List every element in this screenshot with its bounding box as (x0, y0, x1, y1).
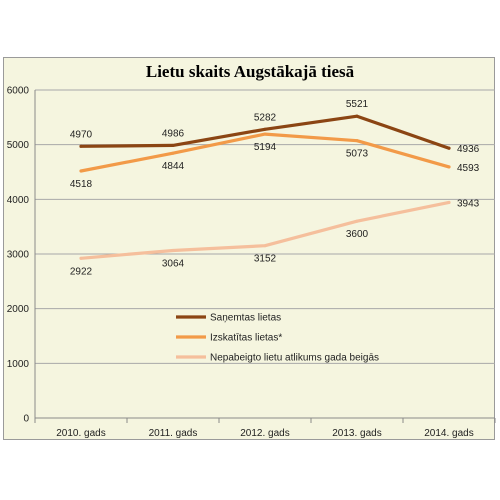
series-3-point (263, 244, 267, 248)
legend-label: Nepabeigto lietu atlikums gada beigās (210, 353, 379, 364)
y-tick-label: 6000 (7, 86, 30, 97)
data-label: 3064 (162, 259, 185, 270)
x-tick-label: 2014. gads (424, 428, 474, 439)
series-3-point (447, 200, 451, 204)
y-tick-label: 3000 (7, 250, 30, 261)
series-line-3 (79, 200, 451, 260)
chart-title: Lietu skaits Augstākajā tiesā (145, 62, 355, 81)
series-3-point (171, 249, 175, 253)
series-1-point (263, 127, 267, 131)
series-2-point (79, 169, 83, 173)
series-1-point (79, 144, 83, 148)
legend-label: Saņemtas lietas (210, 313, 281, 324)
data-label: 5194 (254, 142, 277, 153)
data-label: 4986 (162, 128, 185, 139)
data-label: 5282 (254, 112, 277, 123)
data-label: 4593 (457, 163, 480, 174)
x-tick-label: 2013. gads (332, 428, 382, 439)
data-label: 4844 (162, 161, 185, 172)
series-2-point (355, 139, 359, 143)
chart-frame (3, 57, 495, 440)
series-3-point (79, 256, 83, 260)
series-2-point (447, 165, 451, 169)
y-tick-label: 0 (23, 414, 29, 425)
x-tick-label: 2012. gads (240, 428, 290, 439)
data-label: 3943 (457, 198, 480, 209)
series-1-point (447, 146, 451, 150)
data-label: 5521 (346, 99, 369, 110)
series-2-point (263, 132, 267, 136)
data-label: 5073 (346, 149, 369, 160)
x-tick-label: 2011. gads (149, 428, 198, 439)
y-tick-label: 1000 (7, 359, 30, 370)
data-label: 3152 (254, 254, 277, 265)
series-3-point (355, 219, 359, 223)
data-label: 3600 (346, 229, 369, 240)
data-label: 4518 (70, 179, 93, 190)
x-tick-label: 2010. gads (56, 428, 106, 439)
data-label: 2922 (70, 266, 93, 277)
y-tick-label: 4000 (7, 195, 30, 206)
y-tick-label: 5000 (7, 140, 30, 151)
legend-label: Izskatītas lietas* (210, 333, 282, 344)
y-tick-label: 2000 (7, 304, 30, 315)
data-label: 4970 (70, 129, 93, 140)
series-1-point (355, 114, 359, 118)
series-2-point (171, 151, 175, 155)
data-label: 4936 (457, 144, 480, 155)
series-1-point (171, 143, 175, 147)
